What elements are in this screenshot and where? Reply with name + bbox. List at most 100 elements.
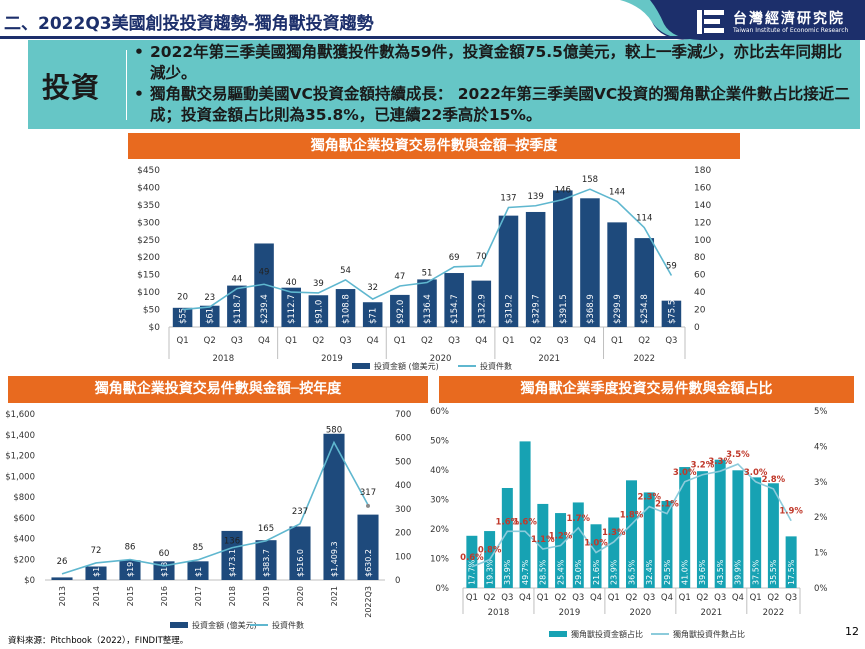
bar-value-label: 43.5%	[716, 559, 725, 585]
line-value-label: 47	[394, 272, 405, 282]
bar	[785, 536, 797, 588]
y2-tick-label: 3%	[814, 478, 828, 488]
chart-title: 獨角獸企業季度投資交易件數與金額占比	[439, 376, 854, 403]
bar-value-label: $108.8	[342, 294, 352, 324]
y-tick-label: $1,200	[5, 452, 35, 462]
line-value-label: 137	[500, 194, 516, 204]
y-tick-label: 30%	[430, 496, 449, 506]
bar-value-label: $1,409.3	[330, 541, 339, 577]
bar	[608, 517, 620, 588]
line-value-label: 44	[231, 275, 242, 285]
x-tick-label: Q1	[679, 593, 691, 603]
bar	[679, 467, 691, 588]
line-value-label: 32	[367, 283, 378, 293]
logo-mark-icon	[697, 10, 724, 34]
x-tick-label: Q3	[643, 593, 655, 603]
y2-tick-label: 4%	[814, 442, 828, 452]
bar	[357, 514, 379, 580]
bar	[634, 238, 655, 327]
legend-label: 投資件數	[272, 620, 304, 630]
summary-divider	[126, 50, 127, 120]
x-tick-label: Q2	[204, 336, 216, 346]
line-value-label: 3.2%	[691, 461, 715, 471]
logo-name: 台灣經濟研究院	[733, 11, 845, 27]
year-label: 2020	[630, 608, 652, 618]
line-value-label: 72	[91, 546, 102, 556]
bar	[227, 285, 247, 327]
x-tick-label: Q3	[665, 336, 677, 346]
bar-value-label: $71	[369, 308, 379, 324]
page-number: 12	[845, 625, 859, 638]
bar-value-label: $383.7	[262, 549, 271, 577]
bar-value-label: 41.0%	[681, 559, 690, 585]
bar-value-label: $19	[126, 562, 135, 577]
bar	[661, 500, 673, 588]
y-tick-label: $0	[149, 323, 161, 333]
x-tick-label: Q1	[750, 593, 762, 603]
bar-value-label: 17.5%	[787, 559, 796, 585]
bar-value-label: $92.0	[396, 300, 406, 324]
bar-value-label: $112.7	[287, 294, 297, 324]
bar-value-label: $1	[92, 567, 101, 577]
bar-value-label: 33.9%	[503, 559, 512, 585]
x-tick-label: Q2	[767, 593, 779, 603]
bar-value-label: $154.7	[450, 294, 460, 324]
x-tick-label: Q2	[484, 593, 496, 603]
bar	[417, 279, 437, 327]
bar	[335, 289, 356, 327]
bar-value-label: 39.9%	[734, 559, 743, 585]
line-value-label: 165	[258, 524, 274, 534]
bar	[308, 295, 329, 327]
line-value-label: 1.9%	[779, 507, 803, 517]
line-value-label: 3.0%	[744, 468, 768, 478]
y2-tick-label: 100	[395, 552, 411, 562]
x-tick-label: Q1	[394, 336, 406, 346]
bar	[85, 566, 107, 580]
y-tick-label: $0	[24, 576, 35, 586]
y2-tick-label: 20	[694, 306, 706, 316]
bar-value-label: $61	[206, 308, 216, 324]
bar	[696, 471, 708, 588]
legend-bar-swatch	[352, 363, 370, 369]
y2-tick-label: 120	[694, 218, 711, 228]
bar	[750, 477, 762, 588]
bar	[390, 294, 410, 327]
summary-bullet: 2022年第三季美國獨角獸獲投件數為59件，投資金額75.5億美元，較上一季減少…	[132, 42, 854, 84]
bar-value-label: $391.5	[559, 294, 569, 324]
bar-value-label: $630.2	[364, 549, 373, 577]
y-tick-label: 40%	[430, 466, 449, 476]
institute-logo: 台灣經濟研究院 Taiwan Institute of Economic Res…	[693, 6, 863, 38]
line-value-label: 1.6%	[496, 517, 520, 527]
bar	[362, 302, 383, 327]
bar	[643, 492, 655, 588]
line-value-label: 136	[224, 537, 240, 547]
x-tick-label: Q2	[530, 336, 542, 346]
x-tick-label: Q4	[732, 593, 744, 603]
bar	[525, 211, 546, 327]
y2-tick-label: 140	[694, 201, 711, 211]
x-tick-label: 2020	[296, 586, 305, 606]
bar-value-label: $91.0	[314, 300, 324, 324]
year-label: 2022	[763, 608, 785, 618]
x-tick-label: Q4	[519, 593, 531, 603]
y-tick-label: $100	[137, 288, 160, 298]
line-value-label: 59	[666, 262, 677, 272]
bar	[553, 190, 573, 327]
line-value-label: 85	[193, 543, 204, 553]
y2-tick-label: 5%	[814, 407, 828, 417]
bar	[498, 215, 519, 327]
legend-label: 獨角獸投資件數占比	[673, 629, 745, 639]
line-value-label: 39	[313, 279, 324, 289]
summary-label: 投資	[42, 71, 101, 104]
bar	[466, 535, 478, 588]
x-tick-label: Q1	[611, 336, 623, 346]
line-value-label: 1.3%	[602, 528, 626, 538]
y2-tick-label: 160	[694, 183, 711, 193]
bar-value-label: 37.5%	[751, 559, 760, 585]
x-tick-label: Q1	[537, 593, 549, 603]
